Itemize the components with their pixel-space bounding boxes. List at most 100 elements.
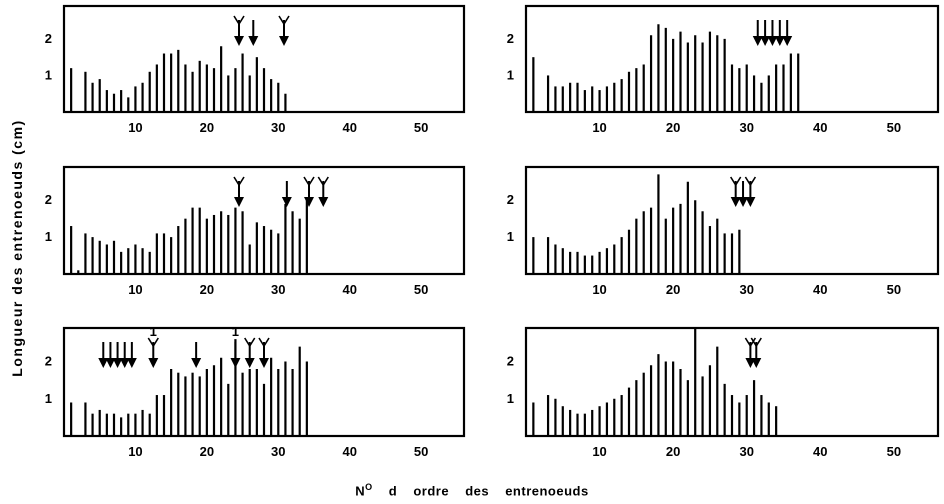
x-tick-label: 50 [887, 120, 901, 135]
y-tick-label: 2 [45, 354, 52, 369]
panel-top-right: 1 2 10 20 30 40 50 [507, 4, 940, 135]
arrow-head [248, 36, 259, 46]
panel-middle-left: 1 2 10 20 30 40 50 [45, 165, 466, 297]
x-tick-label: 20 [666, 444, 680, 459]
y-tick-label: 1 [507, 67, 514, 82]
x-tick-label: 40 [813, 282, 827, 297]
v-arrow-marker: 1 [147, 324, 159, 368]
arrow-head [730, 197, 741, 207]
v-arrow-marker [258, 337, 270, 368]
arrow-head [234, 197, 244, 207]
arrow-head [119, 358, 130, 368]
arrow-marker [767, 20, 778, 46]
arrow-head [318, 197, 329, 207]
arrow-head [244, 358, 255, 368]
arrow-head [259, 358, 269, 368]
arrow-head [230, 358, 241, 368]
arrow-marker [248, 20, 259, 46]
arrow-head [760, 36, 771, 46]
arrow-marker [782, 20, 793, 46]
y-tick-label: 1 [45, 391, 52, 406]
x-tick-label: 30 [739, 444, 753, 459]
arrow-head [98, 358, 109, 368]
arrow-head [112, 358, 123, 368]
x-tick-label: 40 [813, 444, 827, 459]
y-tick-label: 2 [507, 354, 514, 369]
arrow-marker [281, 181, 292, 207]
x-tick-label: 10 [592, 120, 606, 135]
arrow-head [281, 197, 292, 207]
arrow-head [782, 36, 793, 46]
x-tick-label: 20 [200, 444, 214, 459]
arrow-marker [774, 20, 785, 46]
x-tick-label: 10 [592, 444, 606, 459]
x-tick-label: 50 [414, 120, 428, 135]
panel-top-left: 1 2 10 20 30 40 50 [45, 4, 466, 135]
arrow-head [752, 36, 763, 46]
panel-bottom-right: 1 2 10 20 30 40 50 [507, 326, 940, 459]
arrow-head [751, 358, 762, 368]
y-tick-label: 1 [45, 67, 52, 82]
x-tick-label: 30 [271, 444, 285, 459]
x-tick-label: 50 [414, 282, 428, 297]
x-tick-label: 10 [128, 282, 142, 297]
y-tick-label: 2 [45, 31, 52, 46]
marker-label: 1 [150, 324, 157, 339]
v-arrow-marker [303, 176, 315, 207]
y-tick-label: 2 [507, 31, 514, 46]
panel-bottom-left: 1 2 10 20 30 40 50 1 1 [45, 324, 466, 459]
arrow-head [279, 36, 289, 46]
arrow-head [234, 36, 244, 46]
v-arrow-marker [244, 337, 256, 368]
marker-label: 1 [232, 324, 239, 339]
x-axis-label-prefix: N [355, 483, 366, 499]
x-tick-label: 50 [414, 444, 428, 459]
v-arrow-marker [730, 176, 742, 207]
arrow-head [745, 197, 756, 207]
x-tick-label: 20 [200, 282, 214, 297]
y-tick-label: 2 [45, 192, 52, 207]
arrow-marker [752, 20, 763, 46]
arrow-marker [760, 20, 771, 46]
y-tick-label: 1 [507, 391, 514, 406]
x-tick-label: 40 [342, 120, 356, 135]
arrow-marker [98, 342, 109, 368]
x-axis-label-superscript: O [365, 482, 373, 492]
v-arrow-marker [750, 337, 762, 368]
x-tick-label: 40 [342, 444, 356, 459]
y-tick-label: 2 [507, 192, 514, 207]
panel-middle-right: 1 2 10 20 30 40 50 [507, 165, 940, 297]
x-tick-label: 20 [200, 120, 214, 135]
x-tick-label: 30 [271, 282, 285, 297]
x-axis-label-rest: d ordre des entrenoeuds [388, 483, 589, 499]
arrow-marker [119, 342, 130, 368]
y-axis-label: Longueur des entrenoeuds (cm) [9, 119, 25, 376]
arrow-marker [191, 342, 202, 368]
arrow-head [304, 197, 314, 207]
arrow-head [774, 36, 785, 46]
v-arrow-marker [744, 176, 757, 207]
x-axis-label: NO d ordre des entrenoeuds [0, 482, 944, 498]
v-arrow-marker [233, 176, 245, 207]
arrow-marker [112, 342, 123, 368]
x-tick-label: 40 [342, 282, 356, 297]
x-tick-label: 50 [887, 444, 901, 459]
arrow-head [191, 358, 202, 368]
x-tick-label: 30 [271, 120, 285, 135]
x-tick-label: 10 [128, 444, 142, 459]
x-tick-label: 40 [813, 120, 827, 135]
arrow-marker [738, 181, 749, 207]
arrow-marker [126, 342, 137, 368]
y-tick-label: 1 [507, 229, 514, 244]
v-arrow-marker [233, 15, 245, 46]
arrow-head [126, 358, 137, 368]
x-tick-label: 10 [592, 282, 606, 297]
x-tick-label: 30 [739, 120, 753, 135]
v-arrow-marker [278, 15, 290, 46]
arrow-head [738, 197, 749, 207]
v-arrow-marker [317, 176, 329, 207]
x-tick-label: 20 [666, 120, 680, 135]
arrow-marker [105, 342, 116, 368]
x-tick-label: 50 [887, 282, 901, 297]
